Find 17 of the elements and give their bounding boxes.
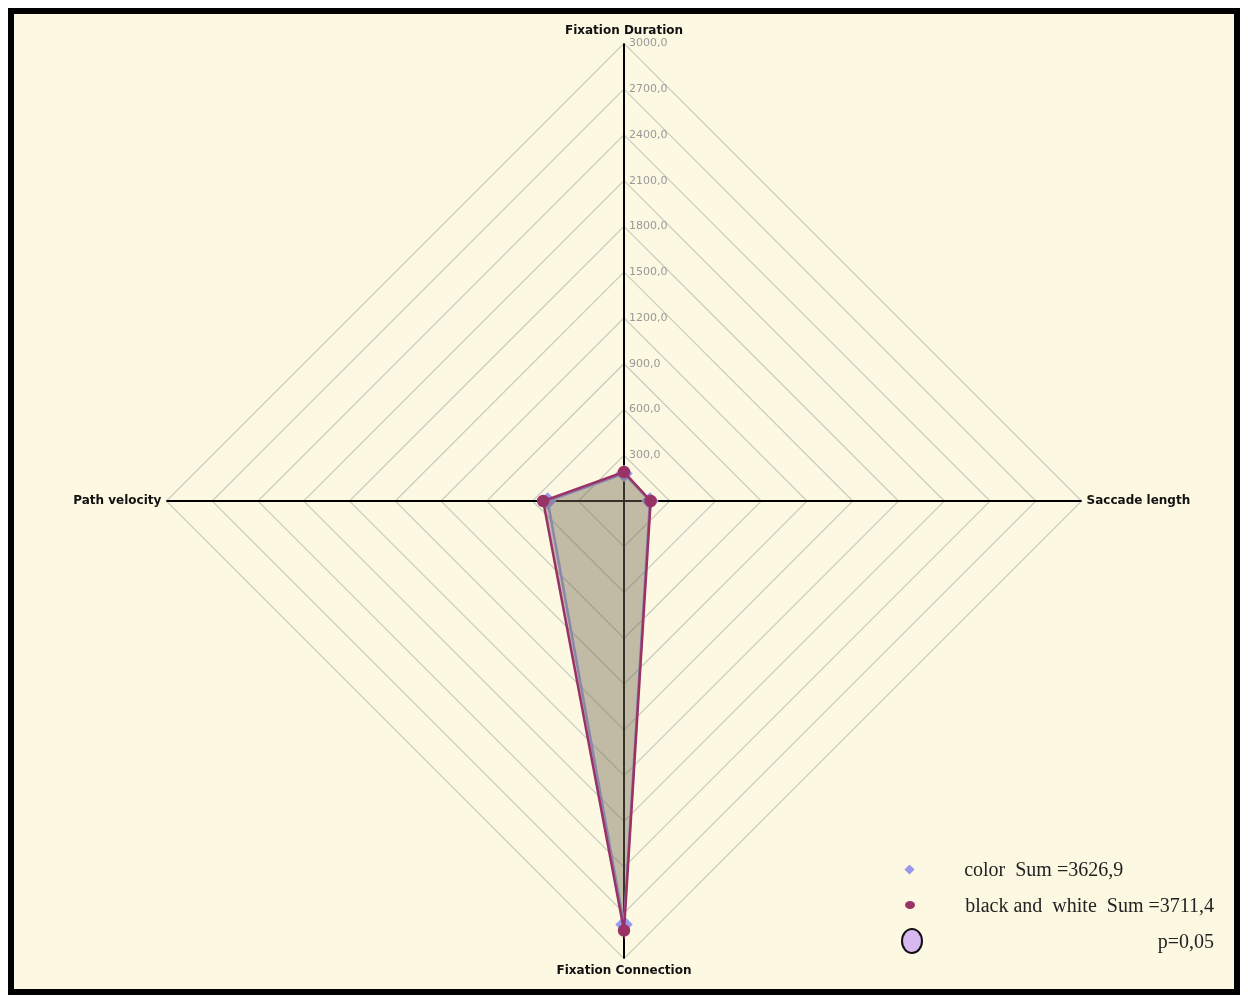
y-tick-label: 300,0 [629,448,661,462]
y-tick-label: 1500,0 [629,265,668,279]
y-tick-label: 600,0 [629,402,661,416]
y-tick-label: 1800,0 [629,219,668,233]
y-tick-label: 2400,0 [629,127,668,141]
spoke-label: Fixation Duration [564,23,684,38]
y-tick-label: 2700,0 [629,82,668,96]
y-tick-label: 2100,0 [629,173,668,187]
y-tick-label: 3000,0 [629,36,668,50]
text: color Sum =3626,9 [964,857,1124,881]
spoke-label: Fixation Connection [556,962,692,977]
y-tick-label: 900,0 [629,356,661,370]
spoke-label: Saccade length [1086,493,1191,508]
y-tick-label: 1200,0 [629,310,668,324]
text: p=0,05 [1157,929,1214,953]
spoke-label: Path velocity [73,493,162,508]
text: black and white Sum =3711,4 [965,893,1214,917]
